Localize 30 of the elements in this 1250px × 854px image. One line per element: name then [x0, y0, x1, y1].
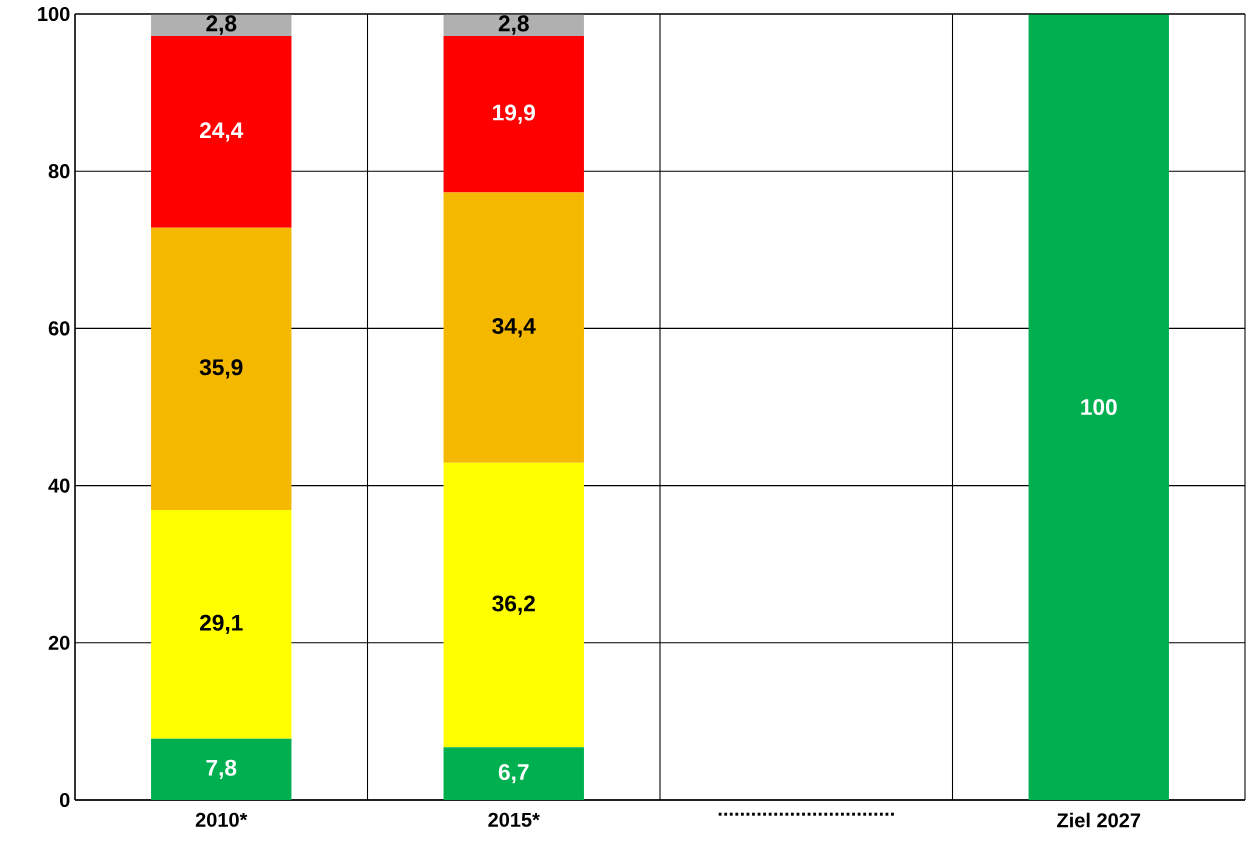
data-label: 36,2 [492, 595, 535, 615]
bar [443, 462, 584, 748]
y-tick-label: 0 [59, 792, 70, 808]
bar [151, 36, 292, 228]
data-label: 34,4 [492, 317, 536, 338]
data-label: 35,9 [199, 359, 243, 379]
bar [443, 747, 584, 800]
x-tick-label: Ziel 2027 [1057, 812, 1141, 828]
data-label: 100 [1081, 398, 1117, 416]
data-label: 24,4 [199, 122, 244, 142]
data-label: 6,7 [498, 764, 529, 784]
data-label: 19,9 [493, 104, 535, 124]
y-tick-label: 40 [48, 478, 70, 493]
y-tick-label: 20 [48, 635, 70, 650]
y-tick-label: 80 [48, 164, 70, 179]
data-label: 2,8 [498, 15, 529, 35]
data-label: 29,1 [199, 614, 243, 634]
x-tick-label: ................................ [718, 812, 894, 816]
y-tick-label: 60 [48, 321, 70, 336]
x-tick-label: 2015* [488, 812, 540, 827]
y-tick-label: 100 [38, 6, 70, 22]
data-label: 7,8 [206, 759, 237, 780]
bar [151, 738, 292, 800]
bar [151, 227, 292, 510]
bar [1028, 13, 1169, 800]
x-tick-label: 2010* [195, 812, 248, 827]
data-label: 2,8 [206, 15, 237, 35]
bar [443, 192, 584, 463]
bar [443, 36, 584, 193]
bar [151, 509, 292, 739]
